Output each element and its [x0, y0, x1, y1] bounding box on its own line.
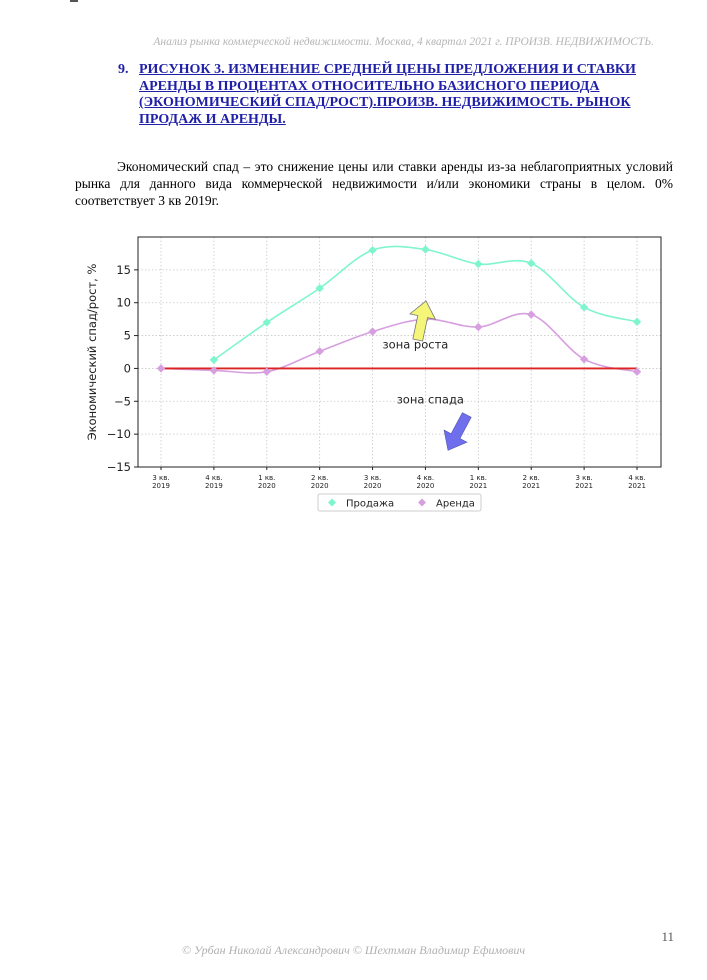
x-tick-label-quarter: 4 кв. — [205, 474, 222, 482]
data-point-rent — [579, 355, 589, 364]
legend-label-sale: Продажа — [346, 499, 394, 510]
legend-marker-rent — [418, 498, 426, 507]
data-point-sale — [315, 284, 324, 293]
y-tick-label: 10 — [116, 296, 131, 310]
data-point-sale — [579, 303, 589, 312]
legend-marker-sale — [328, 498, 336, 507]
x-tick-label-quarter: 4 кв. — [628, 474, 645, 482]
data-point-sale — [632, 317, 642, 326]
x-tick-label-year: 2020 — [258, 482, 276, 490]
decline-zone-label: зона спада — [397, 392, 464, 406]
data-point-sale — [527, 259, 536, 268]
data-point-rent — [262, 367, 271, 376]
body-paragraph: Экономический спад – это снижение цены и… — [75, 158, 673, 209]
data-point-sale — [262, 318, 271, 327]
x-tick-label-quarter: 2 кв. — [311, 474, 328, 482]
x-tick-label-year: 2021 — [575, 482, 593, 490]
data-point-rent — [209, 366, 219, 375]
data-point-rent — [527, 310, 536, 319]
y-tick-label: 5 — [124, 329, 131, 343]
x-tick-label-year: 2020 — [364, 482, 382, 490]
y-tick-label: 0 — [124, 361, 131, 375]
x-tick-label-quarter: 2 кв. — [523, 474, 540, 482]
y-tick-label: −15 — [107, 460, 131, 474]
legend-box — [317, 493, 482, 512]
top-mark — [70, 0, 78, 2]
x-tick-label-year: 2021 — [469, 482, 487, 490]
body-text: Экономический спад – это снижение цены и… — [75, 159, 673, 208]
section-heading[interactable]: 9. РИСУНОК 3. ИЗМЕНЕНИЕ СРЕДНЕЙ ЦЕНЫ ПРЕ… — [118, 62, 658, 128]
decline-zone-arrow-shape — [443, 412, 472, 451]
x-tick-label-quarter: 3 кв. — [364, 474, 381, 482]
section-title-link[interactable]: РИСУНОК 3. ИЗМЕНЕНИЕ СРЕДНЕЙ ЦЕНЫ ПРЕДЛО… — [139, 62, 636, 127]
decline-zone-arrow — [443, 412, 472, 451]
page-number: 11 — [661, 929, 674, 944]
growth-zone-arrow-shape — [409, 300, 437, 342]
x-tick-label-quarter: 4 кв. — [417, 474, 434, 482]
data-point-rent — [632, 367, 642, 376]
x-tick-label-year: 2019 — [152, 482, 170, 490]
x-tick-label-year: 2020 — [311, 482, 329, 490]
y-tick-label: −10 — [107, 427, 131, 441]
section-number: 9. — [118, 62, 129, 77]
y-tick-label: −5 — [114, 394, 131, 408]
series-line-rent — [160, 312, 638, 374]
data-point-rent — [368, 327, 377, 336]
x-tick-label-quarter: 1 кв. — [470, 474, 487, 482]
footer-copyright: © Урбан Николай Александрович © Шехтман … — [181, 943, 526, 957]
x-tick-label-quarter: 3 кв. — [152, 474, 169, 482]
y-tick-label: 15 — [116, 263, 131, 277]
data-point-rent — [315, 347, 324, 356]
data-point-sale — [474, 259, 483, 269]
chart-svg: 15 10 5 0 −5 −10 −15 Экономический спад/рост, %… — [85, 236, 662, 512]
x-tick-label-year: 2021 — [522, 482, 540, 490]
y-axis-label: Экономический спад/рост, % — [85, 264, 99, 441]
data-point-sale — [421, 245, 430, 254]
data-point-rent — [474, 322, 483, 332]
legend-label-rent: Аренда — [436, 499, 475, 510]
plot-frame — [137, 236, 662, 468]
x-tick-label-year: 2021 — [628, 482, 646, 490]
x-tick-label-year: 2020 — [417, 482, 435, 490]
running-header: Анализ рынка коммерческой недвижимости. … — [153, 36, 654, 48]
data-point-rent — [156, 364, 166, 373]
x-tick-label-quarter: 3 кв. — [575, 474, 592, 482]
data-point-sale — [368, 245, 377, 255]
chart-container: 15 10 5 0 −5 −10 −15 Экономический спад/рост, %… — [80, 228, 680, 528]
x-tick-label-quarter: 1 кв. — [258, 474, 275, 482]
growth-zone-label: зона роста — [383, 337, 449, 351]
growth-zone-arrow — [409, 300, 437, 342]
x-tick-label-year: 2019 — [205, 482, 223, 490]
